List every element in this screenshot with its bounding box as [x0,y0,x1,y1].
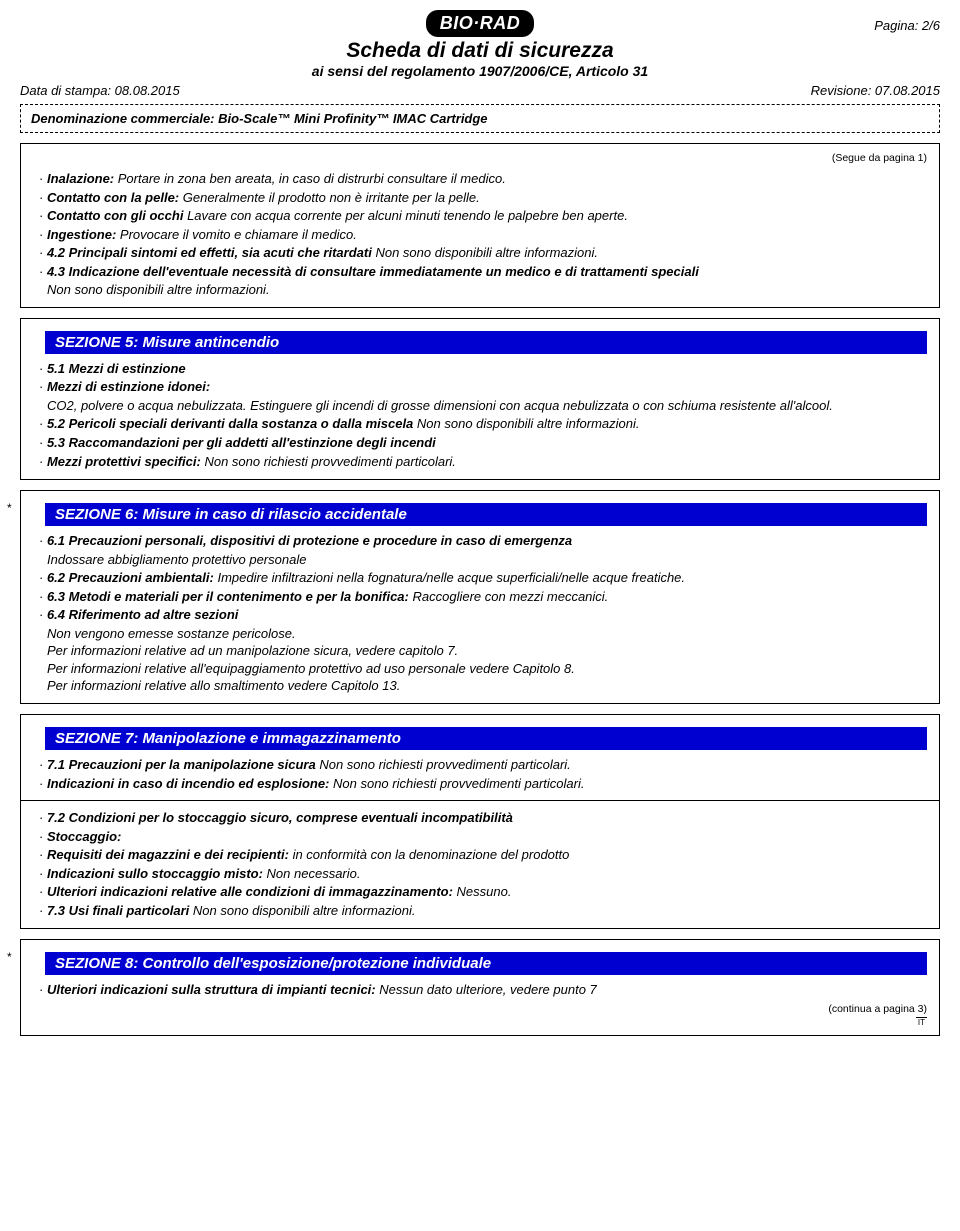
section-6-header: SEZIONE 6: Misure in caso di rilascio ac… [45,503,927,526]
list-item: · 4.3 Indicazione dell'eventuale necessi… [33,263,927,281]
section-7: SEZIONE 7: Manipolazione e immagazziname… [20,714,940,929]
list-item: · 7.2 Condizioni per lo stoccaggio sicur… [33,809,927,827]
list-item: · 5.1 Mezzi di estinzione [33,360,927,378]
section-7-header: SEZIONE 7: Manipolazione e immagazziname… [45,727,927,750]
list-item: · 7.3 Usi finali particolari Non sono di… [33,902,927,920]
list-item: · 6.2 Precauzioni ambientali: Impedire i… [33,569,927,587]
denomination-row: Denominazione commerciale: Bio-Scale™ Mi… [20,104,940,133]
list-item: · Stoccaggio: [33,828,927,846]
list-item: · 5.2 Pericoli speciali derivanti dalla … [33,415,927,433]
continues-from-note: (Segue da pagina 1) [33,152,927,164]
list-item: · Contatto con gli occhi Lavare con acqu… [33,207,927,225]
list-item: · Indicazioni in caso di incendio ed esp… [33,775,927,793]
sub-title: ai sensi del regolamento 1907/2006/CE, A… [140,63,820,79]
list-item: · Requisiti dei magazzini e dei recipien… [33,846,927,864]
header: BIO·RAD Scheda di dati di sicurezza ai s… [20,10,940,79]
logo-block: BIO·RAD Scheda di dati di sicurezza ai s… [140,10,820,79]
body-text: Non vengono emesse sostanze pericolose. [33,625,927,643]
meta-row: Data di stampa: 08.08.2015 Revisione: 07… [20,83,940,98]
body-text: CO2, polvere o acqua nebulizzata. Esting… [33,397,927,415]
section-6: * SEZIONE 6: Misure in caso di rilascio … [20,490,940,704]
section-4-continuation: (Segue da pagina 1) · Inalazione: Portar… [20,143,940,308]
body-text: Per informazioni relative allo smaltimen… [33,677,927,695]
list-item: · Contatto con la pelle: Generalmente il… [33,189,927,207]
list-item: · Inalazione: Portare in zona ben areata… [33,170,927,188]
denomination-label: Denominazione commerciale: [31,111,215,126]
list-item: · 6.4 Riferimento ad altre sezioni [33,606,927,624]
list-item: · Indicazioni sullo stoccaggio misto: No… [33,865,927,883]
list-item: · Ulteriori indicazioni relative alle co… [33,883,927,901]
logo: BIO·RAD [426,10,535,37]
list-item: · Mezzi protettivi specifici: Non sono r… [33,453,927,471]
section-8: * SEZIONE 8: Controllo dell'esposizione/… [20,939,940,1036]
section4-extra-line: Non sono disponibili altre informazioni. [33,281,927,299]
section-5-header: SEZIONE 5: Misure antincendio [45,331,927,354]
revision-star-icon: * [7,501,12,515]
section-7-divider [21,800,939,801]
language-code: IT [916,1017,927,1027]
revision-star-icon: * [7,950,12,964]
denomination-value: Bio-Scale™ Mini Profinity™ IMAC Cartridg… [218,111,487,126]
page-number: Pagina: 2/6 [820,10,940,33]
list-item: · Mezzi di estinzione idonei: [33,378,927,396]
list-item: · 5.3 Raccomandazioni per gli addetti al… [33,434,927,452]
revision-date: Revisione: 07.08.2015 [811,83,940,98]
list-item: · 7.1 Precauzioni per la manipolazione s… [33,756,927,774]
list-item: · 6.1 Precauzioni personali, dispositivi… [33,532,927,550]
body-text: Per informazioni relative ad un manipola… [33,642,927,660]
list-item: · 6.3 Metodi e materiali per il contenim… [33,588,927,606]
list-item: · Ingestione: Provocare il vomito e chia… [33,226,927,244]
body-text: Indossare abbigliamento protettivo perso… [33,551,927,569]
list-item: · Ulteriori indicazioni sulla struttura … [33,981,927,999]
section-8-header: SEZIONE 8: Controllo dell'esposizione/pr… [45,952,927,975]
section-5: SEZIONE 5: Misure antincendio · 5.1 Mezz… [20,318,940,480]
body-text: Per informazioni relative all'equipaggia… [33,660,927,678]
list-item: · 4.2 Principali sintomi ed effetti, sia… [33,244,927,262]
print-date: Data di stampa: 08.08.2015 [20,83,180,98]
main-title: Scheda di dati di sicurezza [140,39,820,63]
continues-to-note: (continua a pagina 3) [33,1003,927,1015]
